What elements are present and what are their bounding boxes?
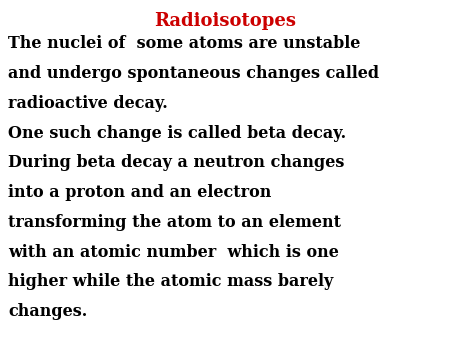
Text: The nuclei of  some atoms are unstable: The nuclei of some atoms are unstable <box>8 35 360 52</box>
Text: with an atomic number  which is one: with an atomic number which is one <box>8 244 339 261</box>
Text: One such change is called beta decay.: One such change is called beta decay. <box>8 125 346 142</box>
Text: During beta decay a neutron changes: During beta decay a neutron changes <box>8 154 345 171</box>
Text: transforming the atom to an element: transforming the atom to an element <box>8 214 341 231</box>
Text: Radioisotopes: Radioisotopes <box>154 12 296 30</box>
Text: higher while the atomic mass barely: higher while the atomic mass barely <box>8 273 333 290</box>
Text: into a proton and an electron: into a proton and an electron <box>8 184 271 201</box>
Text: changes.: changes. <box>8 303 87 320</box>
Text: and undergo spontaneous changes called: and undergo spontaneous changes called <box>8 65 379 82</box>
Text: radioactive decay.: radioactive decay. <box>8 95 168 112</box>
